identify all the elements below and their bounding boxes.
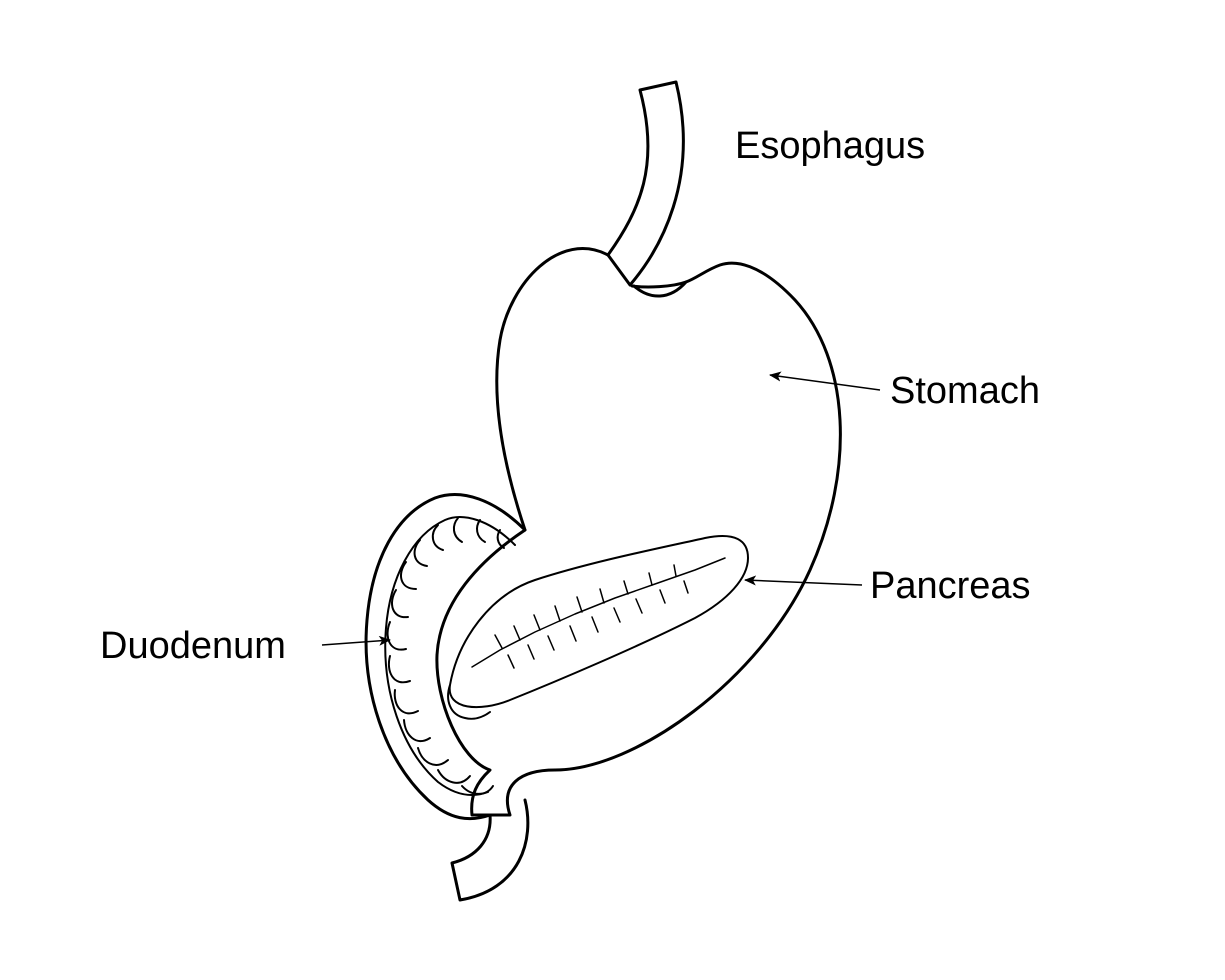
- diagram-canvas: Esophagus Stomach Pancreas Duodenum: [0, 0, 1225, 980]
- label-pancreas: Pancreas: [870, 565, 1031, 608]
- label-duodenum: Duodenum: [100, 625, 286, 668]
- label-stomach: Stomach: [890, 370, 1040, 413]
- anatomy-svg: [0, 0, 1225, 980]
- label-esophagus: Esophagus: [735, 125, 925, 168]
